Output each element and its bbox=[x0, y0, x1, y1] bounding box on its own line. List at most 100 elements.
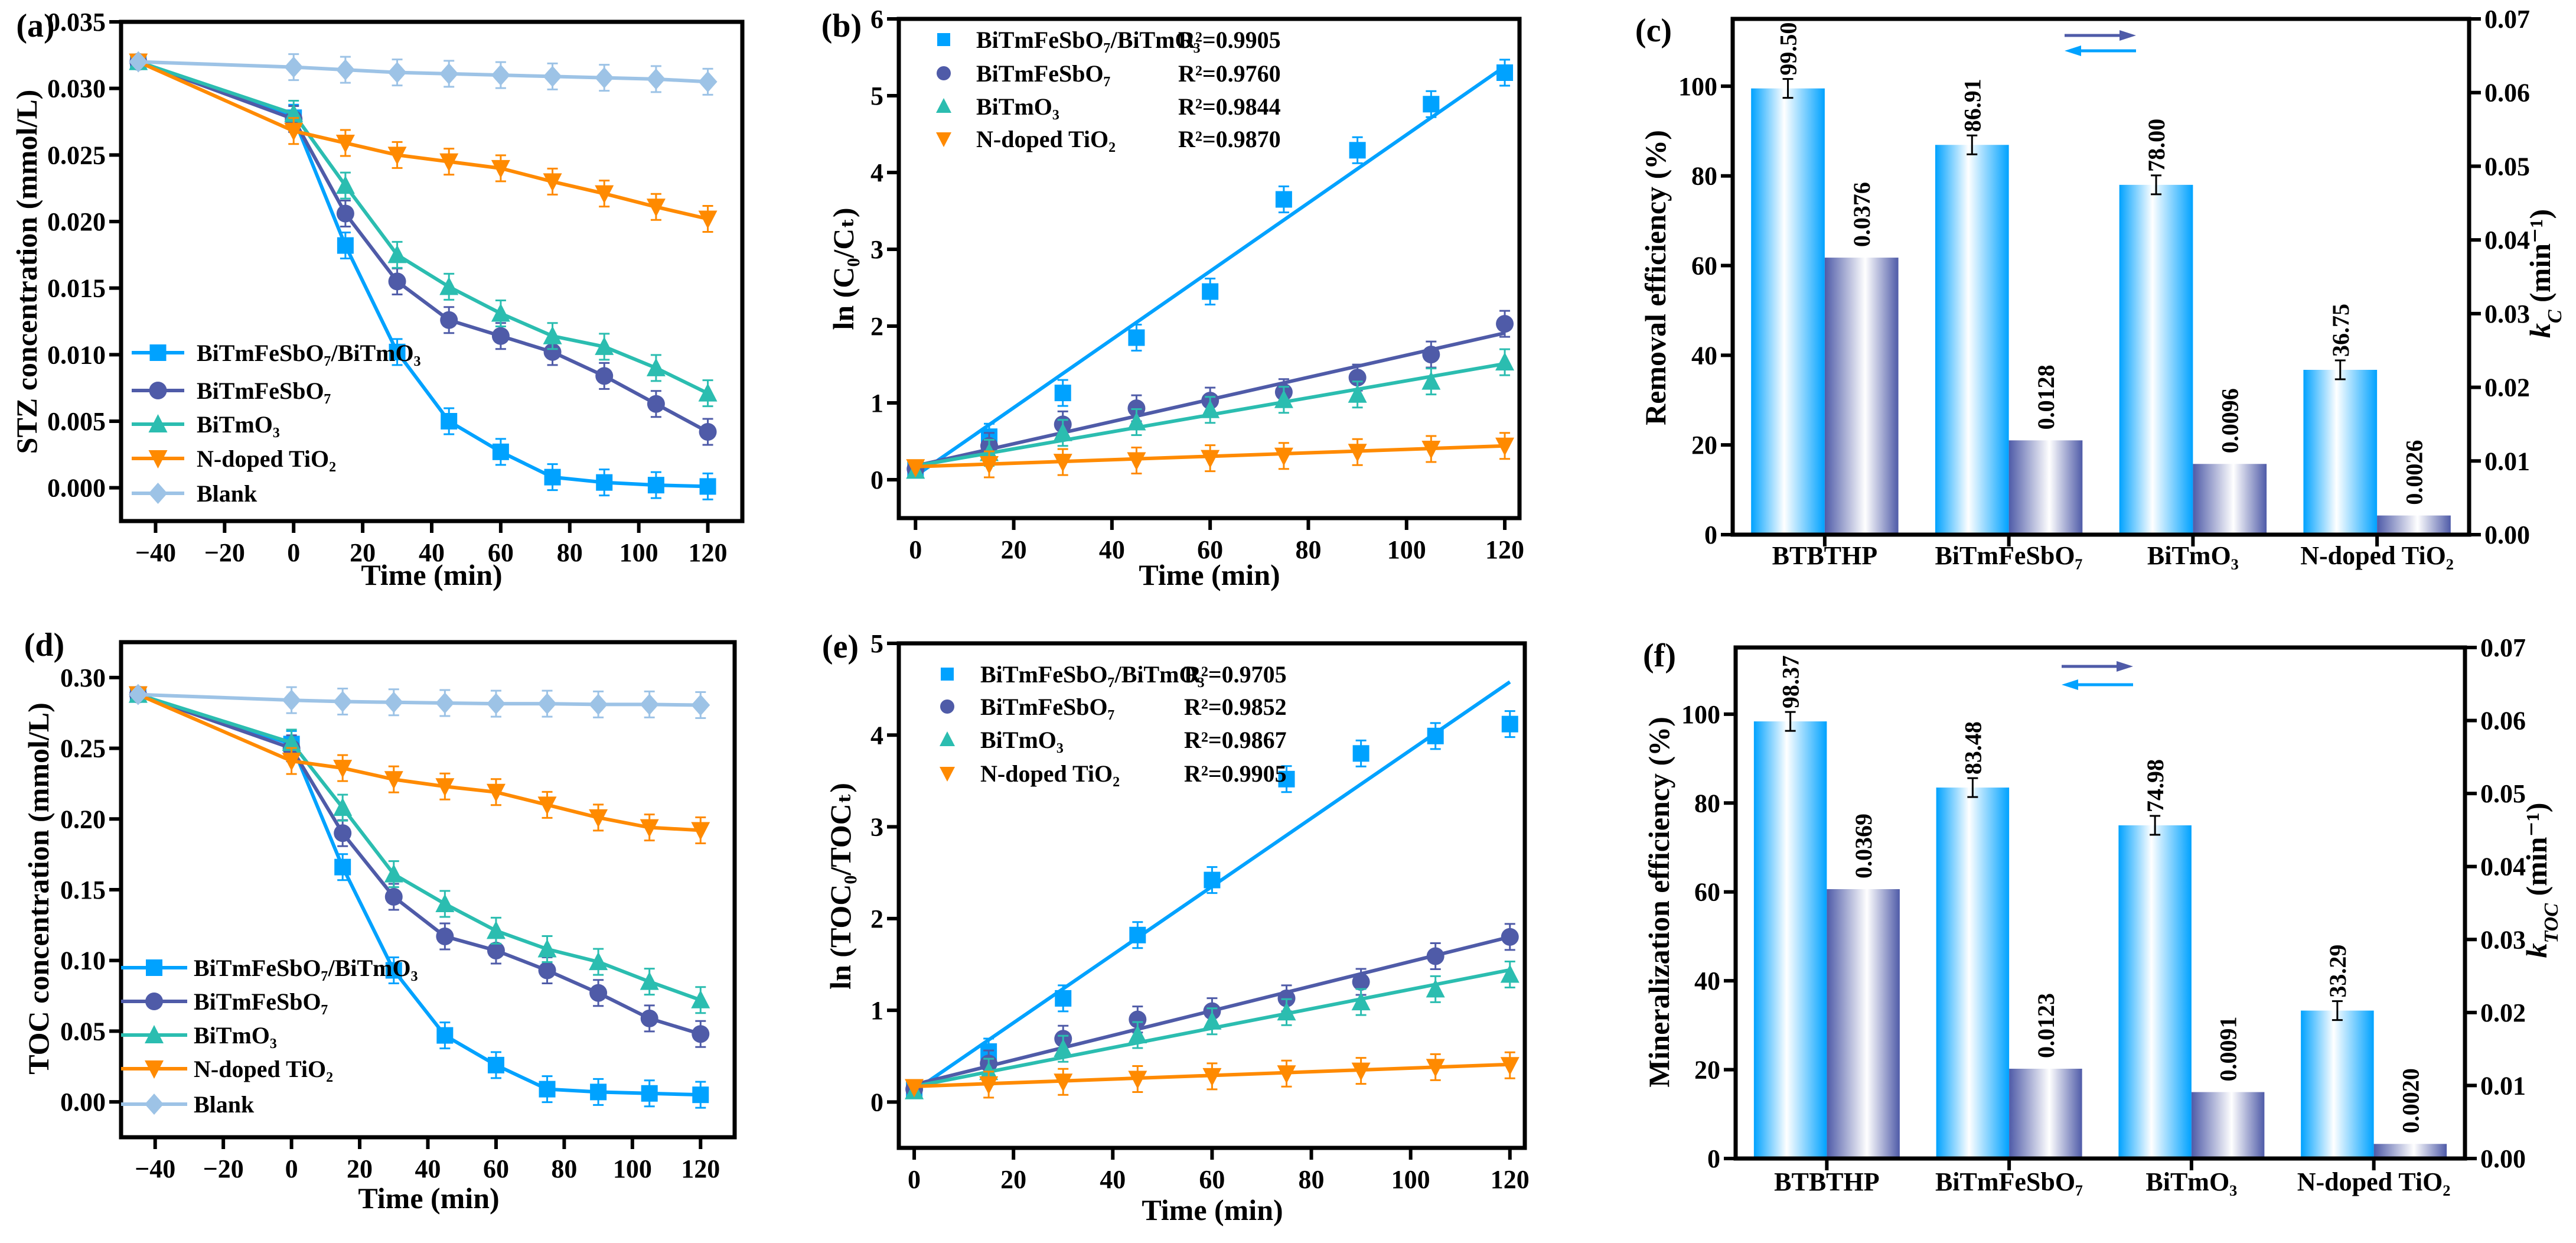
legend-label: BiTmFeSbO₇/BiTmO₃ bbox=[197, 340, 421, 366]
legend-marker bbox=[145, 993, 163, 1010]
series-line bbox=[137, 692, 702, 1002]
data-point bbox=[491, 64, 510, 86]
plot-frame bbox=[1733, 645, 2467, 1161]
data-point bbox=[1348, 444, 1367, 463]
efficiency-value-label: 74.98 bbox=[2142, 759, 2169, 812]
legend-marker bbox=[937, 66, 951, 80]
legend-marker bbox=[148, 414, 168, 432]
data-point bbox=[1201, 450, 1220, 468]
data-point bbox=[436, 1027, 454, 1044]
y-tick-label: 0 bbox=[870, 1088, 883, 1117]
y-right-tick-label: 0.02 bbox=[2480, 998, 2526, 1027]
panel-b: (b) 0 20 40 60 80 100 120 0 1 2 3 4 5 6 Time (min) ln (C… bbox=[821, 5, 1524, 591]
data-point bbox=[487, 941, 505, 959]
data-point bbox=[1054, 1073, 1073, 1092]
data-point bbox=[543, 66, 562, 87]
y-tick-label: 5 bbox=[870, 629, 883, 658]
y-right-tick-label: 0.01 bbox=[2484, 447, 2530, 476]
data-point bbox=[537, 693, 557, 715]
x-tick-label: 20 bbox=[347, 1154, 373, 1183]
data-point bbox=[589, 984, 608, 1002]
data-point bbox=[1495, 352, 1515, 371]
x-tick-label: 60 bbox=[488, 538, 514, 567]
data-point bbox=[1495, 437, 1515, 456]
series-3 bbox=[906, 432, 1515, 479]
panel-f: (f) 98.37 0.0369 BTBTHP 83.48 0.0123 BiTmFeSbO… bbox=[1642, 633, 2562, 1196]
data-point bbox=[282, 689, 301, 711]
data-point bbox=[435, 893, 455, 912]
rate-value-label: 0.0091 bbox=[2215, 1017, 2242, 1082]
x-tick-label: 80 bbox=[1299, 1165, 1325, 1194]
legend-marker bbox=[148, 450, 168, 468]
data-point bbox=[335, 59, 355, 81]
y-right-axis-title: kC (min⁻¹) bbox=[2523, 209, 2566, 338]
efficiency-bar bbox=[2301, 1010, 2374, 1159]
x-tick-label: 0 bbox=[287, 538, 300, 567]
x-tick-label: 40 bbox=[419, 538, 445, 567]
series-line bbox=[138, 60, 709, 434]
right-axis-arrowhead-icon bbox=[2117, 661, 2133, 672]
y-tick-label: 0.00 bbox=[60, 1088, 106, 1117]
data-point bbox=[647, 477, 664, 494]
data-point bbox=[384, 691, 403, 713]
data-point bbox=[979, 456, 999, 474]
legend-label: BiTmFeSbO₇/BiTmO₃ bbox=[980, 661, 1205, 688]
legend-label: N-doped TiO₂ bbox=[976, 126, 1116, 152]
data-point bbox=[384, 887, 403, 906]
panel-label: (b) bbox=[821, 8, 862, 44]
data-point bbox=[1274, 389, 1293, 408]
y-tick-label: 1 bbox=[870, 389, 883, 418]
data-point bbox=[647, 395, 665, 413]
legend-label: BiTmO₃ bbox=[976, 93, 1059, 120]
x-tick-label: 40 bbox=[415, 1154, 441, 1183]
x-tick-label: 100 bbox=[613, 1154, 652, 1183]
legend-label: BiTmO₃ bbox=[194, 1022, 277, 1049]
data-point bbox=[691, 694, 710, 716]
plot-frame bbox=[1730, 17, 2471, 537]
y-tick-label: 20 bbox=[1691, 431, 1717, 460]
legend-r-squared: R²=0.9905 bbox=[1184, 760, 1287, 787]
category-label: BTBTHP bbox=[1772, 541, 1878, 570]
data-point bbox=[537, 796, 557, 815]
y-tick-label: 0.015 bbox=[47, 274, 106, 303]
error-bar bbox=[1785, 711, 1796, 732]
series-line bbox=[138, 692, 701, 707]
data-point bbox=[1348, 384, 1367, 403]
data-point bbox=[1501, 928, 1519, 946]
legend-label: BiTmFeSbO₇/BiTmO₃ bbox=[976, 27, 1201, 53]
data-point bbox=[1352, 745, 1369, 762]
series-line bbox=[138, 60, 708, 84]
y-tick-label: 0 bbox=[870, 466, 883, 494]
data-point bbox=[595, 336, 614, 355]
panel-label: (c) bbox=[1635, 12, 1672, 49]
data-point bbox=[1277, 1002, 1296, 1021]
rate-symbol: k bbox=[2520, 943, 2553, 958]
data-point bbox=[491, 327, 510, 345]
data-point bbox=[1421, 441, 1441, 459]
x-tick-label: 20 bbox=[1000, 1165, 1026, 1194]
x-tick-label: 120 bbox=[689, 538, 728, 567]
left-axis-arrowhead-icon bbox=[2065, 45, 2081, 56]
rate-constant-bar bbox=[2193, 464, 2267, 535]
legend-r-squared: R²=0.9705 bbox=[1184, 661, 1287, 688]
y-right-axis-title: kTOC (min⁻¹) bbox=[2520, 803, 2562, 958]
efficiency-bar bbox=[1753, 721, 1827, 1159]
y-axis-title: TOC concentration (mmol/L) bbox=[22, 702, 55, 1075]
series-1 bbox=[129, 685, 710, 1048]
y-tick-label: 0.025 bbox=[47, 141, 106, 170]
data-point bbox=[1055, 990, 1072, 1007]
data-point bbox=[384, 771, 403, 790]
x-tick-label: 100 bbox=[1391, 1165, 1430, 1194]
y-tick-label: 60 bbox=[1694, 878, 1720, 907]
panel-label: (f) bbox=[1643, 637, 1676, 674]
data-point bbox=[387, 245, 407, 263]
y-tick-label: 0.15 bbox=[60, 876, 106, 904]
rate-value-label: 0.0128 bbox=[2033, 365, 2059, 429]
y-tick-label: 0.10 bbox=[60, 946, 106, 975]
data-point bbox=[538, 961, 556, 980]
legend-r-squared: R²=0.9905 bbox=[1178, 27, 1281, 53]
data-point bbox=[691, 990, 710, 1008]
series-4 bbox=[128, 684, 710, 720]
error-bar bbox=[1967, 777, 1978, 798]
